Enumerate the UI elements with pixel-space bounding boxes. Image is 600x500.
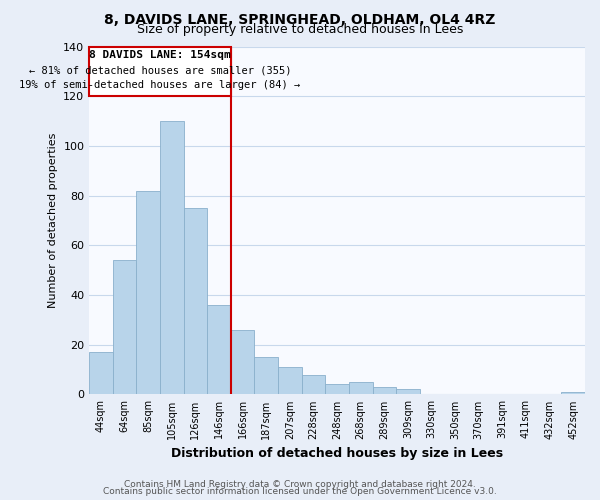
Bar [254,357,278,395]
Bar [562,392,585,394]
Bar [302,374,325,394]
Text: Contains public sector information licensed under the Open Government Licence v3: Contains public sector information licen… [103,487,497,496]
Text: 19% of semi-detached houses are larger (84) →: 19% of semi-detached houses are larger (… [19,80,301,90]
Bar [231,330,254,394]
Bar [207,305,231,394]
Text: 8 DAVIDS LANE: 154sqm: 8 DAVIDS LANE: 154sqm [89,50,231,60]
Y-axis label: Number of detached properties: Number of detached properties [47,133,58,308]
Text: ← 81% of detached houses are smaller (355): ← 81% of detached houses are smaller (35… [29,65,291,75]
Text: Contains HM Land Registry data © Crown copyright and database right 2024.: Contains HM Land Registry data © Crown c… [124,480,476,489]
Bar [373,387,396,394]
Bar [113,260,136,394]
FancyBboxPatch shape [89,46,231,96]
Text: Size of property relative to detached houses in Lees: Size of property relative to detached ho… [137,22,463,36]
Bar [278,367,302,394]
Bar [160,121,184,394]
Text: 8, DAVIDS LANE, SPRINGHEAD, OLDHAM, OL4 4RZ: 8, DAVIDS LANE, SPRINGHEAD, OLDHAM, OL4 … [104,12,496,26]
Bar [136,190,160,394]
Bar [184,208,207,394]
Bar [89,352,113,395]
Bar [396,390,420,394]
X-axis label: Distribution of detached houses by size in Lees: Distribution of detached houses by size … [171,447,503,460]
Bar [325,384,349,394]
Bar [349,382,373,394]
